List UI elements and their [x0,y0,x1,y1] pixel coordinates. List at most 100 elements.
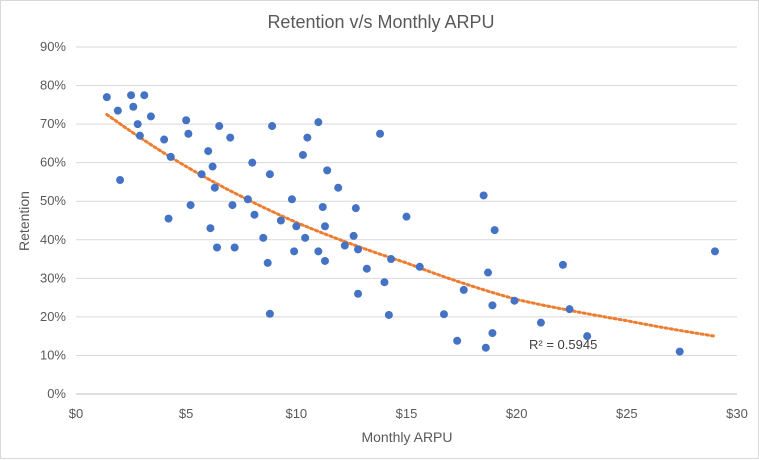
y-tick-label: 50% [40,193,66,208]
data-point [127,91,136,100]
x-tick-label: $0 [69,406,83,421]
data-point [226,133,235,142]
data-point [536,318,545,327]
data-point [228,201,237,210]
data-point [298,150,307,159]
chart-title: Retention v/s Monthly ARPU [267,12,494,32]
data-point [265,309,274,318]
x-tick-label: $10 [285,406,307,421]
data-point [488,329,497,338]
data-point [380,278,389,287]
data-point [479,191,488,200]
data-point [213,243,222,252]
y-axis-ticks: 0% 10% 20% 30% 40% 50% 60% 70% 80% 90% [40,39,66,401]
data-point [184,129,193,138]
data-point [113,106,122,115]
data-point [565,305,574,314]
data-point [215,122,224,131]
data-point [204,147,213,156]
data-point [376,129,385,138]
data-point [558,260,567,269]
data-point [583,332,592,341]
data-point [248,158,257,167]
data-point [146,112,155,121]
y-tick-label: 70% [40,116,66,131]
data-point [160,135,169,144]
data-point [135,131,144,140]
data-point [230,243,239,252]
data-point [362,264,371,273]
data-point [314,118,323,127]
data-point [287,195,296,204]
data-point [208,162,217,171]
data-point [490,226,499,235]
data-point [268,122,277,131]
data-point [351,204,360,213]
data-point [402,212,411,221]
data-point [303,133,312,142]
data-point [250,210,259,219]
x-tick-label: $30 [726,406,748,421]
data-point [182,116,191,125]
data-point [140,91,149,100]
y-tick-label: 60% [40,155,66,170]
data-point [186,201,195,210]
x-tick-label: $5 [179,406,193,421]
data-point [276,216,285,225]
data-point [164,214,173,223]
data-point [320,222,329,231]
data-point [102,93,111,102]
data-point [265,170,274,179]
data-point [206,224,215,233]
data-point [133,120,142,129]
data-point [290,247,299,256]
data-point [439,310,448,319]
data-point [320,256,329,265]
y-tick-label: 20% [40,309,66,324]
data-point [481,343,490,352]
x-tick-label: $15 [396,406,418,421]
data-point [384,310,393,319]
data-point [415,262,424,271]
data-point [675,347,684,356]
data-point [116,176,125,185]
y-tick-label: 30% [40,270,66,285]
data-point [197,170,206,179]
x-tick-label: $25 [616,406,638,421]
data-point [243,195,252,204]
data-point [510,296,519,305]
data-point [349,231,358,240]
x-axis-ticks: $0 $5 $10 $15 $20 $25 $30 [69,406,748,421]
data-point [259,233,268,242]
data-point [166,152,175,161]
data-point [292,222,301,231]
y-axis-title: Retention [16,191,32,251]
data-point [314,247,323,256]
y-tick-label: 10% [40,347,66,362]
data-points [102,91,719,356]
gridlines [76,46,737,395]
data-point [340,241,349,250]
trendline-path [105,113,717,338]
data-point [453,336,462,345]
data-point [323,166,332,175]
data-point [301,233,310,242]
data-point [354,245,363,254]
data-point [210,183,219,192]
data-point [484,268,493,277]
r-squared-label: R² = 0.5945 [529,337,597,352]
y-tick-label: 0% [47,386,66,401]
data-point [354,289,363,298]
y-tick-label: 90% [40,39,66,54]
data-point [459,285,468,294]
y-tick-label: 40% [40,232,66,247]
trendline [105,113,717,338]
data-point [488,301,497,310]
x-axis-title: Monthly ARPU [361,429,452,445]
data-point [387,255,396,264]
data-point [334,183,343,192]
x-tick-label: $20 [506,406,528,421]
y-tick-label: 80% [40,78,66,93]
